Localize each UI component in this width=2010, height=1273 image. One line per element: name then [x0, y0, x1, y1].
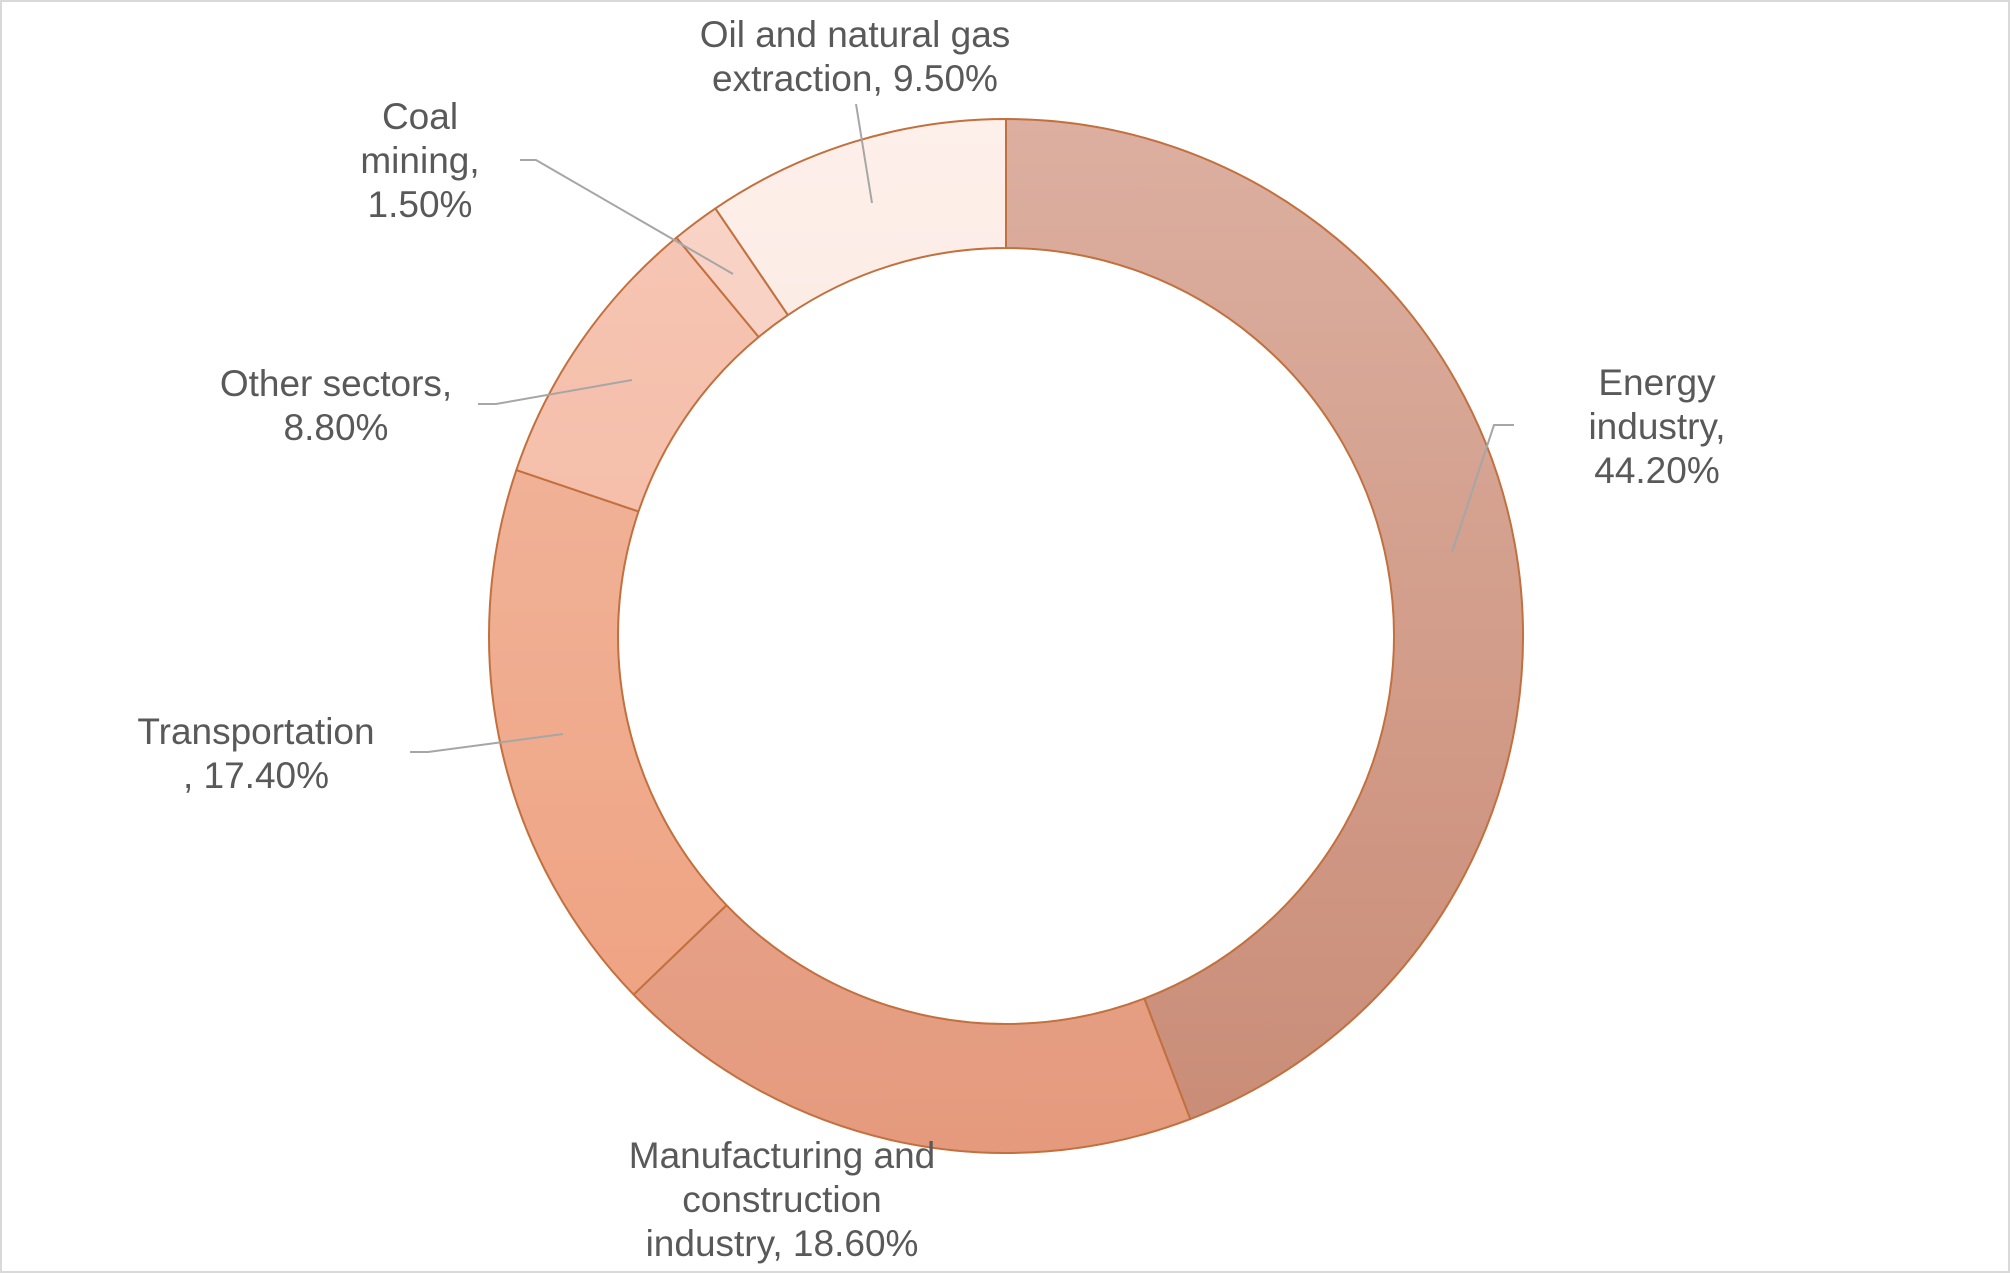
slices-layer [488, 118, 1524, 1154]
data-label-line: 44.20% [1594, 450, 1720, 491]
data-label-line: 8.80% [284, 407, 389, 448]
data-label-manufacturing-and-construction-industry: Manufacturing and construction industry, 1… [629, 1135, 935, 1264]
data-label-line: Transportation [137, 711, 374, 752]
data-label-other-sectors: Other sectors, 8.80% [220, 363, 452, 448]
leader-line-other-sectors [478, 379, 633, 405]
leader-lines-layer [410, 103, 1514, 753]
data-label-oil-and-natural-gas-extraction: Oil and natural gas extraction, 9.50% [700, 14, 1011, 99]
data-label-line: construction [682, 1179, 882, 1220]
data-label-line: industry, 18.60% [646, 1223, 919, 1264]
data-label-line: mining, [360, 140, 479, 181]
data-label-line: Oil and natural gas [700, 14, 1011, 55]
data-label-coal-mining: Coal mining, 1.50% [360, 96, 479, 225]
data-label-line: Other sectors, [220, 363, 452, 404]
data-label-line: 1.50% [368, 184, 473, 225]
leader-line-energy-industry [1451, 424, 1514, 553]
labels-layer: Energy industry, 44.20% Manufacturing and co… [137, 14, 1725, 1264]
leader-line-transportation [410, 733, 564, 753]
data-label-line: industry, [1588, 406, 1725, 447]
leader-line-coal-mining [520, 159, 734, 275]
slice-transportation [488, 469, 728, 996]
data-label-line: , 17.40% [183, 755, 329, 796]
slice-oil-and-natural-gas-extraction [714, 118, 1007, 317]
leader-line-oil-and-natural-gas-extraction [855, 103, 873, 204]
slice-manufacturing-and-construction-industry [632, 904, 1192, 1154]
data-label-line: Coal [382, 96, 458, 137]
data-label-energy-industry: Energy industry, 44.20% [1588, 362, 1725, 491]
data-label-line: extraction, 9.50% [712, 58, 998, 99]
slice-energy-industry [1005, 118, 1524, 1121]
data-label-line: Energy [1598, 362, 1716, 403]
data-label-transportation: Transportation, 17.40% [137, 711, 374, 796]
data-label-line: Manufacturing and [629, 1135, 935, 1176]
